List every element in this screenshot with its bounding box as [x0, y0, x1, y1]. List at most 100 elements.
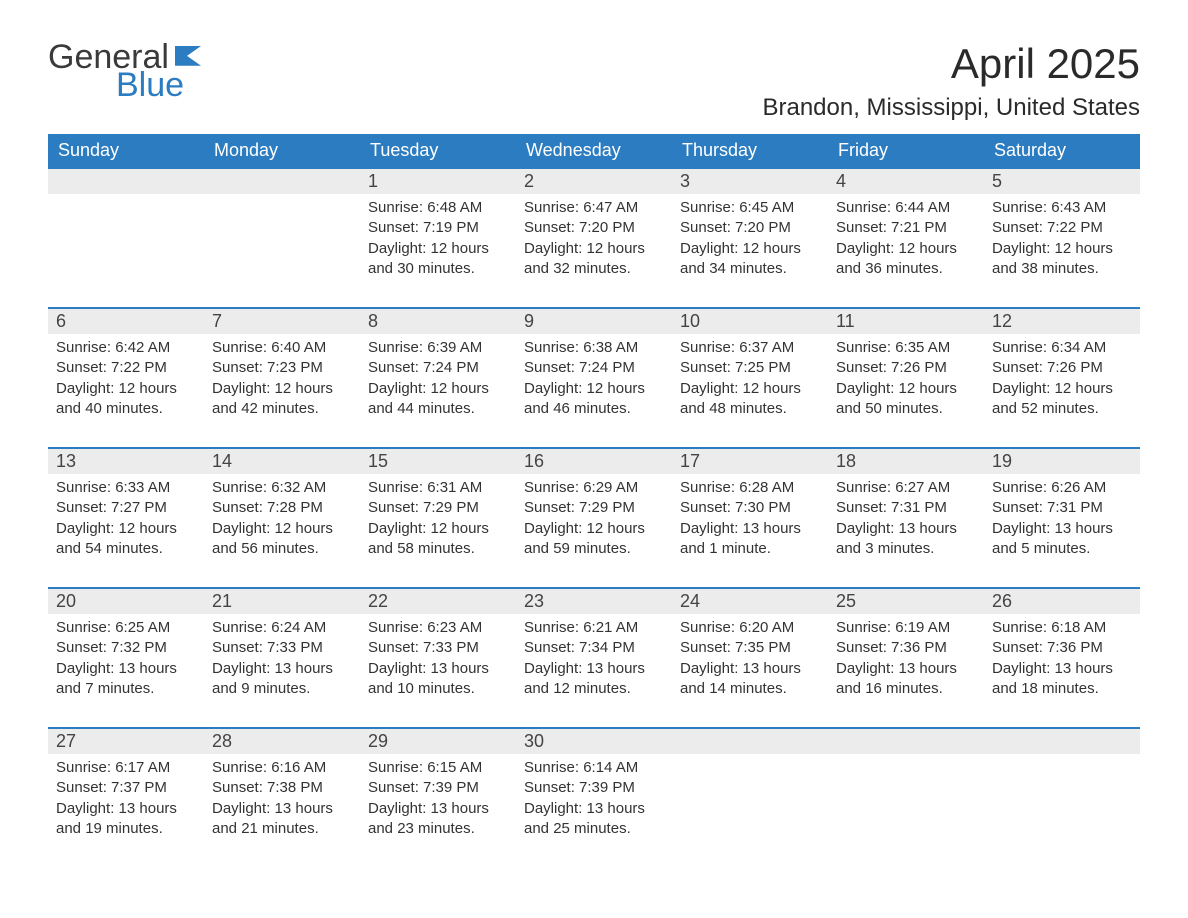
calendar-details-cell: Sunrise: 6:43 AMSunset: 7:22 PMDaylight:… — [984, 194, 1140, 308]
calendar-details-cell: Sunrise: 6:34 AMSunset: 7:26 PMDaylight:… — [984, 334, 1140, 448]
calendar-details-cell: Sunrise: 6:23 AMSunset: 7:33 PMDaylight:… — [360, 614, 516, 728]
daylight-line: Daylight: 13 hours and 14 minutes. — [680, 659, 820, 700]
day-number: 10 — [672, 309, 828, 334]
calendar-daynum-cell: 9 — [516, 308, 672, 334]
calendar-week-details-row: Sunrise: 6:48 AMSunset: 7:19 PMDaylight:… — [48, 194, 1140, 308]
daylight-line: Daylight: 12 hours and 30 minutes. — [368, 239, 508, 280]
sunrise-line: Sunrise: 6:38 AM — [524, 338, 664, 358]
calendar-details-cell — [828, 754, 984, 849]
calendar-daynum-cell: 28 — [204, 728, 360, 754]
calendar-day-header: Monday — [204, 134, 360, 168]
sunrise-line: Sunrise: 6:32 AM — [212, 478, 352, 498]
day-number: 12 — [984, 309, 1140, 334]
calendar-details-cell: Sunrise: 6:17 AMSunset: 7:37 PMDaylight:… — [48, 754, 204, 849]
calendar-daynum-cell: 3 — [672, 168, 828, 194]
daylight-line: Daylight: 13 hours and 19 minutes. — [56, 799, 196, 840]
calendar-details-cell: Sunrise: 6:35 AMSunset: 7:26 PMDaylight:… — [828, 334, 984, 448]
day-number: 25 — [828, 589, 984, 614]
calendar-daynum-cell: 16 — [516, 448, 672, 474]
sunset-line: Sunset: 7:39 PM — [368, 778, 508, 798]
calendar-day-header: Friday — [828, 134, 984, 168]
daylight-line: Daylight: 12 hours and 42 minutes. — [212, 379, 352, 420]
calendar-week-daynum-row: 6789101112 — [48, 308, 1140, 334]
daylight-line: Daylight: 12 hours and 34 minutes. — [680, 239, 820, 280]
calendar-daynum-cell — [48, 168, 204, 194]
sunset-line: Sunset: 7:29 PM — [368, 498, 508, 518]
day-number — [672, 729, 828, 753]
day-number: 3 — [672, 169, 828, 194]
calendar-daynum-cell: 14 — [204, 448, 360, 474]
sunrise-line: Sunrise: 6:14 AM — [524, 758, 664, 778]
day-number: 20 — [48, 589, 204, 614]
daylight-line: Daylight: 13 hours and 1 minute. — [680, 519, 820, 560]
sunrise-line: Sunrise: 6:29 AM — [524, 478, 664, 498]
calendar-daynum-cell: 30 — [516, 728, 672, 754]
daylight-line: Daylight: 12 hours and 54 minutes. — [56, 519, 196, 560]
day-number — [828, 729, 984, 753]
day-number: 17 — [672, 449, 828, 474]
sunset-line: Sunset: 7:32 PM — [56, 638, 196, 658]
calendar-daynum-cell: 13 — [48, 448, 204, 474]
sunset-line: Sunset: 7:21 PM — [836, 218, 976, 238]
day-number: 8 — [360, 309, 516, 334]
sunset-line: Sunset: 7:24 PM — [524, 358, 664, 378]
calendar-details-cell: Sunrise: 6:19 AMSunset: 7:36 PMDaylight:… — [828, 614, 984, 728]
day-number: 14 — [204, 449, 360, 474]
calendar-details-cell: Sunrise: 6:26 AMSunset: 7:31 PMDaylight:… — [984, 474, 1140, 588]
page-title: April 2025 — [762, 40, 1140, 88]
calendar-daynum-cell: 22 — [360, 588, 516, 614]
calendar-details-cell: Sunrise: 6:18 AMSunset: 7:36 PMDaylight:… — [984, 614, 1140, 728]
sunrise-line: Sunrise: 6:19 AM — [836, 618, 976, 638]
calendar-week-details-row: Sunrise: 6:25 AMSunset: 7:32 PM Daylight:… — [48, 614, 1140, 728]
daylight-line: Daylight: 13 hours and 25 minutes. — [524, 799, 664, 840]
sunrise-line: Sunrise: 6:35 AM — [836, 338, 976, 358]
day-number: 24 — [672, 589, 828, 614]
sunrise-line: Sunrise: 6:23 AM — [368, 618, 508, 638]
calendar-details-cell: Sunrise: 6:37 AMSunset: 7:25 PMDaylight:… — [672, 334, 828, 448]
sunset-line: Sunset: 7:26 PM — [992, 358, 1132, 378]
calendar-day-header: Sunday — [48, 134, 204, 168]
sunset-line: Sunset: 7:33 PM — [368, 638, 508, 658]
calendar-week-daynum-row: 27282930 — [48, 728, 1140, 754]
calendar-table: SundayMondayTuesdayWednesdayThursdayFrid… — [48, 134, 1140, 849]
sunrise-line: Sunrise: 6:48 AM — [368, 198, 508, 218]
daylight-line: Daylight: 12 hours and 44 minutes. — [368, 379, 508, 420]
day-number: 9 — [516, 309, 672, 334]
sunset-line: Sunset: 7:37 PM — [56, 778, 196, 798]
day-number: 7 — [204, 309, 360, 334]
calendar-details-cell: Sunrise: 6:16 AMSunset: 7:38 PMDaylight:… — [204, 754, 360, 849]
day-number: 2 — [516, 169, 672, 194]
sunrise-line: Sunrise: 6:15 AM — [368, 758, 508, 778]
calendar-details-cell: Sunrise: 6:27 AMSunset: 7:31 PMDaylight:… — [828, 474, 984, 588]
daylight-line: Daylight: 12 hours and 58 minutes. — [368, 519, 508, 560]
sunset-line: Sunset: 7:26 PM — [836, 358, 976, 378]
daylight-line: Daylight: 12 hours and 52 minutes. — [992, 379, 1132, 420]
sunrise-line: Sunrise: 6:21 AM — [524, 618, 664, 638]
day-number: 28 — [204, 729, 360, 754]
calendar-daynum-cell — [204, 168, 360, 194]
calendar-day-header: Saturday — [984, 134, 1140, 168]
day-number: 16 — [516, 449, 672, 474]
daylight-line: Daylight: 13 hours and 23 minutes. — [368, 799, 508, 840]
day-number: 13 — [48, 449, 204, 474]
calendar-daynum-cell: 23 — [516, 588, 672, 614]
calendar-day-header: Wednesday — [516, 134, 672, 168]
sunset-line: Sunset: 7:20 PM — [524, 218, 664, 238]
calendar-daynum-cell: 24 — [672, 588, 828, 614]
daylight-line: Daylight: 12 hours and 32 minutes. — [524, 239, 664, 280]
calendar-daynum-cell: 11 — [828, 308, 984, 334]
calendar-daynum-cell: 5 — [984, 168, 1140, 194]
sunrise-line: Sunrise: 6:33 AM — [56, 478, 196, 498]
daylight-line: Daylight: 13 hours and 12 minutes. — [524, 659, 664, 700]
calendar-details-cell: Sunrise: 6:48 AMSunset: 7:19 PMDaylight:… — [360, 194, 516, 308]
sunrise-line: Sunrise: 6:31 AM — [368, 478, 508, 498]
calendar-week-daynum-row: 20212223242526 — [48, 588, 1140, 614]
sunset-line: Sunset: 7:38 PM — [212, 778, 352, 798]
page-subtitle: Brandon, Mississippi, United States — [762, 94, 1140, 122]
daylight-line: Daylight: 12 hours and 46 minutes. — [524, 379, 664, 420]
calendar-details-cell: Sunrise: 6:39 AMSunset: 7:24 PMDaylight:… — [360, 334, 516, 448]
calendar-details-cell: Sunrise: 6:31 AMSunset: 7:29 PMDaylight:… — [360, 474, 516, 588]
logo-text-blue: Blue — [116, 68, 184, 102]
sunrise-line: Sunrise: 6:25 AM — [56, 618, 196, 638]
calendar-daynum-cell: 8 — [360, 308, 516, 334]
